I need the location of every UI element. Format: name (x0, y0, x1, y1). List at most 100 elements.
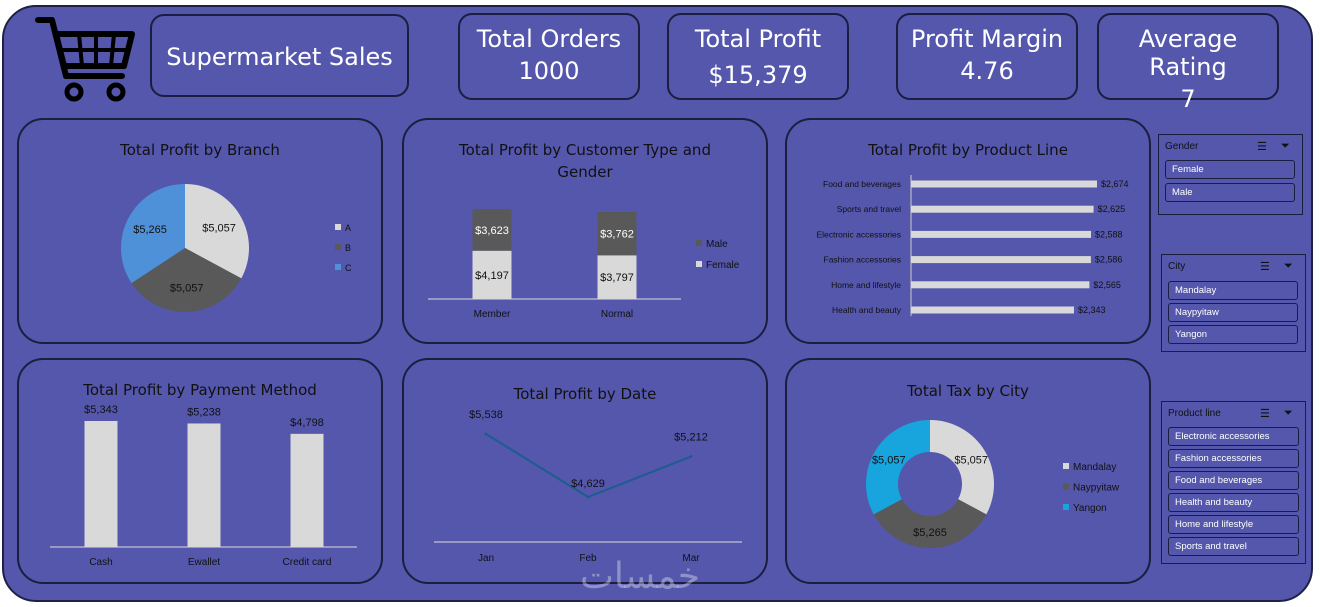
tick-label: Ewallet (188, 557, 220, 568)
legend-swatch (1063, 483, 1069, 490)
slicer-item-electronic-accessories[interactable]: Electronic accessories (1168, 427, 1299, 446)
data-label: $4,629 (571, 478, 605, 490)
data-label: $3,797 (600, 272, 634, 284)
tick-label: Normal (601, 309, 633, 320)
slicer-item-mandalay[interactable]: Mandalay (1168, 281, 1298, 300)
bar-ewallet (187, 423, 221, 547)
bar-cash (84, 421, 118, 547)
bar-female-normal (597, 255, 637, 299)
legend-swatch (335, 264, 341, 270)
clear-filter-icon[interactable]: ⏷ (1284, 260, 1293, 272)
legend-label: Yangon (1073, 503, 1107, 514)
chart-title: Total Profit by Payment Method (83, 381, 317, 399)
tick-label: Sports and travel (837, 204, 901, 214)
kpi-value: 1000 (518, 57, 580, 85)
legend-label: Naypyitaw (1073, 483, 1120, 494)
multi-select-icon[interactable]: ☰ (1260, 261, 1270, 273)
slicer-item-naypyitaw[interactable]: Naypyitaw (1168, 303, 1298, 322)
tick-label: Electronic accessories (816, 229, 901, 239)
legend-label: Male (706, 239, 728, 250)
data-label: $5,265 (913, 527, 947, 539)
bar-home-and-lifestyle (911, 281, 1090, 289)
legend-swatch (696, 240, 702, 246)
chart-title: Total Profit by Date (513, 385, 657, 403)
chart-card-date: Total Profit by Date $5,538 Jan $4,629 Feb $… (402, 358, 768, 584)
slicer-title: Gender (1165, 141, 1199, 152)
shopping-cart-icon (35, 17, 135, 102)
branch-pie-chart: $5,057 $5,057 $5,265 ABC (121, 184, 352, 312)
pie-slice-c (121, 184, 185, 284)
tick-label: Health and beauty (832, 305, 902, 315)
slicer-item-food-and-beverages[interactable]: Food and beverages (1168, 471, 1299, 490)
tick-label: Member (474, 309, 511, 320)
slicer-item-sports-and-travel[interactable]: Sports and travel (1168, 537, 1299, 556)
chart-title: Total Profit by Customer Type and Gender (459, 141, 711, 181)
data-label: $5,538 (469, 409, 503, 421)
pie-slice-a (185, 184, 249, 279)
slicer-title: Product line (1168, 408, 1221, 419)
chart-card-customer-gender: Total Profit by Customer Type and Gender… (402, 118, 768, 344)
slicer-gender: Gender ☰ ⏷ Female Male (1158, 134, 1303, 215)
legend-swatch (335, 224, 341, 230)
legend-swatch (696, 261, 702, 267)
data-label: $5,265 (133, 224, 167, 236)
kpi-label: Total Orders (476, 25, 622, 53)
data-label: $2,565 (1093, 280, 1121, 290)
donut-slice-naypyitaw (873, 499, 987, 548)
data-label: $4,197 (475, 270, 509, 282)
multi-select-icon[interactable]: ☰ (1257, 141, 1267, 153)
date-line-chart: $5,538 Jan $4,629 Feb $5,212 Mar (434, 409, 742, 564)
chart-title: Total Profit by Branch (120, 141, 280, 159)
multi-select-icon[interactable]: ☰ (1260, 408, 1270, 420)
kpi-value: 4.76 (960, 57, 1014, 85)
data-label: $5,057 (170, 283, 204, 295)
clear-filter-icon[interactable]: ⏷ (1284, 407, 1293, 419)
kpi-average-rating: Average Rating 7 (1097, 13, 1279, 113)
chart-card-payment: Total Profit by Payment Method $5,343 Cas… (17, 358, 383, 584)
tick-label: Cash (89, 557, 112, 568)
kpi-total-profit: Total Profit $15,379 (667, 13, 849, 100)
legend-swatch (335, 244, 341, 250)
data-point (484, 432, 488, 436)
watermark: خمسات (580, 556, 701, 597)
chart-card-tax-city: Total Tax by City $5,057 $5,265 $5,057 Mand… (785, 358, 1151, 584)
slicer-item-home-and-lifestyle[interactable]: Home and lifestyle (1168, 515, 1299, 534)
slicer-item-yangon[interactable]: Yangon (1168, 325, 1298, 344)
clear-filter-icon[interactable]: ⏷ (1281, 140, 1290, 152)
bar-food-and-beverages (911, 180, 1097, 188)
slicer-city: City ☰ ⏷ Mandalay Naypyitaw Yangon (1161, 254, 1306, 352)
bar-health-and-beauty (911, 306, 1074, 314)
data-point (586, 495, 590, 499)
tick-label: Mar (682, 553, 700, 564)
data-label: $4,798 (290, 417, 324, 429)
slicer-item-health-and-beauty[interactable]: Health and beauty (1168, 493, 1299, 512)
tick-label: Jan (478, 553, 494, 564)
chart-card-branch: Total Profit by Branch $5,057 $5,057 $5,26… (17, 118, 383, 344)
kpi-label: Total Profit (694, 25, 822, 53)
legend-label: Female (706, 260, 740, 271)
slicer-title: City (1168, 261, 1186, 272)
data-label: $3,762 (600, 229, 634, 241)
slicer-item-male[interactable]: Male (1165, 183, 1295, 202)
data-label: $2,588 (1095, 229, 1123, 239)
slicer-item-female[interactable]: Female (1165, 160, 1295, 179)
bar-electronic-accessories (911, 230, 1092, 238)
data-label: $5,212 (674, 432, 708, 444)
data-label: $2,343 (1078, 305, 1106, 315)
bar-male-member (472, 209, 512, 251)
data-label: $2,625 (1098, 204, 1126, 214)
legend-swatch (1063, 504, 1069, 510)
chart-card-product-line: Total Profit by Product Line Food and be… (785, 118, 1151, 344)
data-label: $2,674 (1101, 179, 1129, 189)
bar-sports-and-travel (911, 205, 1094, 213)
legend-label: Mandalay (1073, 462, 1116, 473)
chart-title: Total Profit by Product Line (868, 141, 1068, 159)
kpi-profit-margin: Profit Margin 4.76 (896, 13, 1078, 100)
kpi-value: $15,379 (708, 61, 808, 89)
data-label: $5,343 (84, 404, 118, 416)
payment-method-bar-chart: $5,343 Cash $5,238 Ewallet $4,798 Credit card (50, 404, 357, 568)
legend-label: C (345, 263, 352, 273)
legend-swatch (1063, 463, 1069, 469)
bar-credit-card (290, 433, 324, 547)
slicer-item-fashion-accessories[interactable]: Fashion accessories (1168, 449, 1299, 468)
